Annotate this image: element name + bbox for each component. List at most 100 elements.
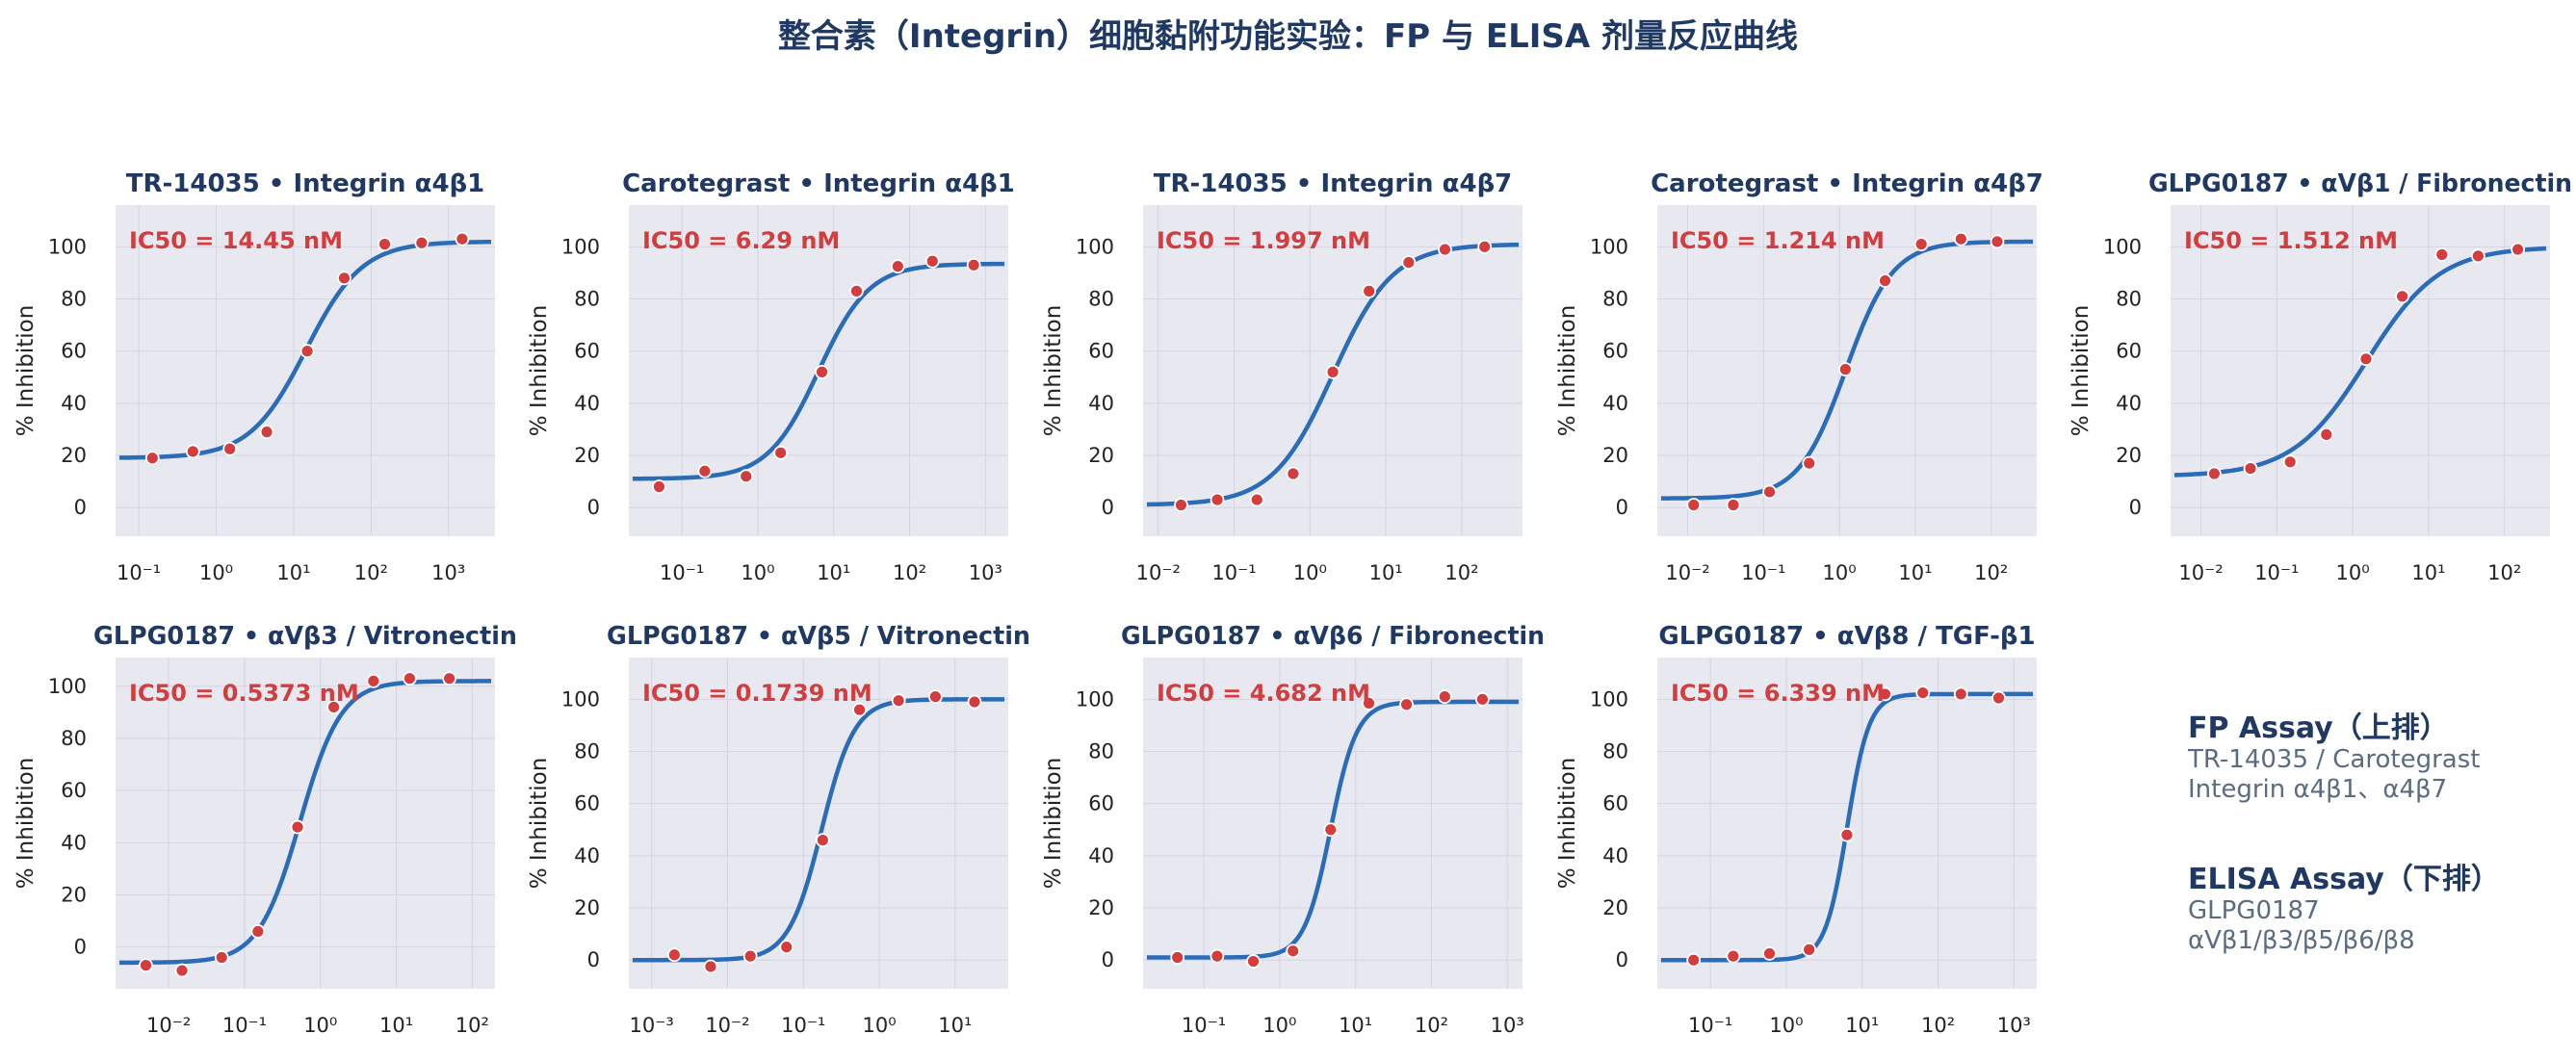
panel-title: GLPG0187 • αVβ1 / Fibronectin (2148, 169, 2572, 198)
data-point (1878, 686, 1892, 702)
x-tick-label: 10⁰ (303, 1014, 337, 1037)
y-tick-label: 40 (574, 844, 600, 867)
x-tick-label: 10² (455, 1014, 489, 1037)
x-tick-label: 10⁰ (199, 561, 233, 584)
data-point (1990, 234, 2005, 249)
data-point (1475, 691, 1490, 707)
ic50-label: IC50 = 6.339 nM (1671, 680, 1885, 707)
x-tick-label: 10¹ (1845, 1014, 1879, 1037)
data-point (1915, 685, 1931, 700)
data-point (299, 344, 315, 359)
y-tick-label: 100 (1076, 687, 1114, 711)
data-point (1249, 492, 1264, 507)
chart-panel-2: 0 20 40 60 80 100 10⁻¹ 10⁰ 10¹ 10² 10³ IC50 = 6.29 … (527, 169, 1015, 584)
x-tick-label: 10⁻² (705, 1014, 749, 1037)
data-point (1913, 237, 1929, 252)
y-tick-label: 20 (1602, 444, 1628, 467)
x-tick-label: 10⁻³ (630, 1014, 674, 1037)
y-tick-label: 100 (561, 687, 600, 711)
data-point (377, 237, 392, 252)
x-tick-label: 10¹ (1898, 561, 1932, 584)
chart-panel-6: 0 20 40 60 80 100 10⁻² 10⁻¹ 10⁰ 10¹ 10² IC50 = 0.53… (13, 622, 517, 1037)
data-point (1286, 944, 1301, 959)
y-tick-label: 60 (574, 792, 600, 815)
x-tick-label: 10³ (1491, 1014, 1524, 1037)
data-point (326, 700, 342, 714)
x-tick-label: 10² (1415, 1014, 1448, 1037)
y-tick-label: 0 (74, 936, 87, 959)
y-tick-label: 0 (74, 496, 87, 519)
x-tick-label: 10⁰ (1293, 561, 1327, 584)
legend-elisa-title: ELISA Assay（下排） (2188, 863, 2500, 896)
legend-elisa-line1: GLPG0187 (2188, 896, 2320, 925)
data-point (2511, 242, 2525, 257)
data-point (666, 947, 682, 963)
x-tick-label: 10³ (431, 561, 465, 584)
y-tick-label: 100 (2103, 235, 2142, 258)
x-tick-label: 10² (893, 561, 926, 584)
data-point (139, 958, 153, 973)
data-point (250, 924, 266, 939)
data-point (742, 948, 758, 964)
y-tick-label: 60 (1602, 792, 1628, 815)
x-tick-label: 10⁻¹ (781, 1014, 825, 1037)
chart-panel-1: 0 20 40 60 80 100 10⁻¹ 10⁰ 10¹ 10² 10³ IC50 = 14.45… (13, 169, 495, 584)
y-tick-label: 40 (61, 392, 87, 415)
chart-panel-7: 0 20 40 60 80 100 10⁻³ 10⁻² 10⁻¹ 10⁰ 10¹ IC50 = 0.1… (527, 622, 1030, 1037)
y-tick-label: 40 (61, 831, 87, 854)
y-tick-label: 60 (1088, 792, 1114, 815)
y-tick-label: 20 (1088, 444, 1114, 467)
ic50-label: IC50 = 0.1739 nM (642, 680, 872, 707)
legend-elisa-line2: αVβ1/β3/β5/β6/β8 (2188, 926, 2415, 955)
x-tick-label: 10² (354, 561, 388, 584)
panel-title: Carotegrast • Integrin α4β1 (622, 169, 1015, 198)
data-point (442, 671, 457, 686)
main-title: 整合素（Integrin）细胞黏附功能实验：FP 与 ELISA 剂量反应曲线 (777, 17, 1799, 56)
data-point (967, 694, 982, 710)
x-tick-label: 10⁻¹ (222, 1014, 267, 1037)
x-tick-label: 10¹ (276, 561, 310, 584)
data-point (222, 441, 238, 456)
data-point (852, 702, 867, 717)
x-tick-label: 10² (1444, 561, 1478, 584)
chart-panel-4: 0 20 40 60 80 100 10⁻² 10⁻¹ 10⁰ 10¹ 10² IC50 = 1.21… (1555, 169, 2043, 584)
y-tick-label: 60 (61, 779, 87, 802)
data-point (1953, 231, 1968, 246)
ic50-label: IC50 = 1.214 nM (1671, 227, 1885, 254)
ic50-label: IC50 = 6.29 nM (642, 227, 840, 254)
x-tick-label: 10⁻¹ (1211, 561, 1256, 584)
legend-fp: FP Assay（上排） TR-14035 / Carotegrast Inte… (2188, 712, 2480, 805)
x-tick-label: 10⁻¹ (2254, 561, 2299, 584)
x-tick-label: 10² (1974, 561, 2008, 584)
y-tick-label: 100 (48, 235, 87, 258)
fit-curve (118, 679, 492, 966)
y-tick-label: 80 (61, 727, 87, 750)
y-tick-label: 0 (1616, 948, 1628, 971)
data-point (455, 231, 470, 246)
x-tick-label: 10⁻¹ (1182, 1014, 1226, 1037)
y-tick-label: 100 (1590, 235, 1628, 258)
y-tick-label: 40 (1088, 392, 1114, 415)
y-tick-label: 40 (2116, 392, 2142, 415)
y-tick-label: 80 (574, 288, 600, 311)
ic50-label: IC50 = 4.682 nM (1157, 680, 1370, 707)
legend-fp-line1: TR-14035 / Carotegrast (2188, 745, 2481, 774)
x-tick-label: 10¹ (1339, 1014, 1372, 1037)
x-tick-label: 10⁰ (2336, 561, 2370, 584)
data-point (259, 425, 274, 440)
x-tick-label: 10⁻¹ (117, 561, 161, 584)
data-point (1686, 498, 1702, 512)
y-tick-label: 20 (574, 444, 600, 467)
y-tick-label: 0 (2129, 496, 2142, 519)
y-tick-label: 80 (1602, 740, 1628, 763)
y-axis-label: % Inhibition (2069, 305, 2094, 437)
data-point (924, 253, 940, 269)
data-point (1401, 255, 1417, 270)
data-point (779, 940, 794, 955)
panel-title: GLPG0187 • αVβ5 / Vitronectin (607, 622, 1030, 651)
x-tick-label: 10⁻¹ (1741, 561, 1785, 584)
data-point (815, 364, 829, 379)
data-point (2434, 247, 2450, 262)
data-point (849, 283, 864, 298)
